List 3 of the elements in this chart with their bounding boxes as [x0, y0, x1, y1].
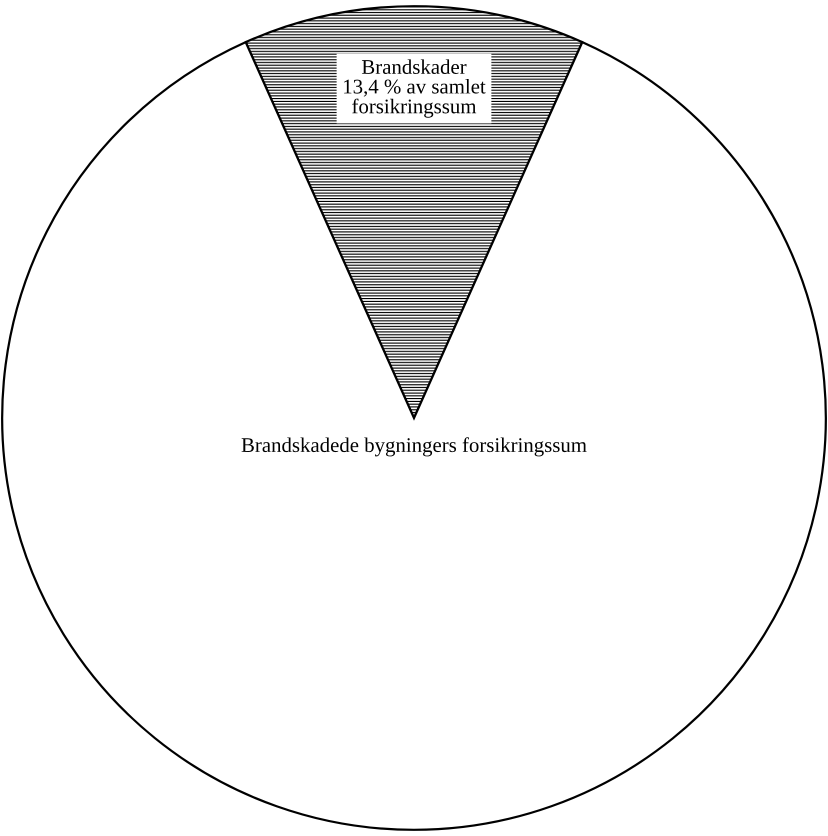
data-label: 13,4 % av samlet forsikringssum — [344, 78, 486, 118]
slice-label: Brandskadede bygningers forsikringssum — [242, 437, 587, 456]
slice-label: Brandskader — [362, 59, 466, 74]
